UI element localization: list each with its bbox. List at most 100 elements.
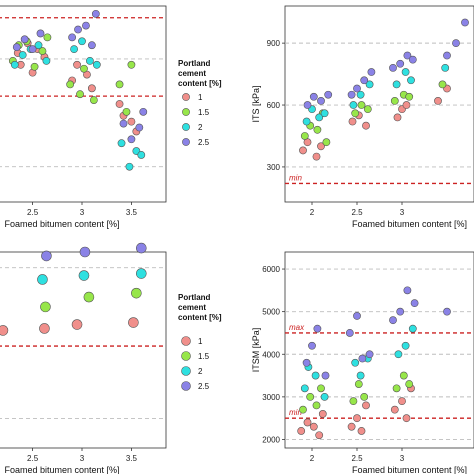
data-point-pc-1	[353, 414, 361, 423]
data-point-pc-1-5	[43, 33, 52, 42]
data-point-pc-2-5	[28, 45, 37, 54]
data-point-pc-1	[347, 422, 356, 431]
data-point-pc-1-5	[360, 392, 369, 401]
data-point-pc-1-5	[40, 301, 51, 313]
x-tick-label: 3	[400, 208, 405, 217]
data-point-pc-2-5	[20, 35, 29, 44]
data-point-pc-2	[18, 51, 27, 59]
data-point-pc-2-5	[410, 299, 419, 308]
legend-label: 1	[198, 93, 203, 102]
data-point-pc-1-5	[38, 47, 47, 55]
data-point-pc-2-5	[139, 107, 148, 116]
x-tick-label: 3	[80, 454, 85, 463]
plot-frame	[284, 5, 474, 203]
legend-label: 2	[198, 123, 203, 132]
data-point-pc-2-5	[87, 41, 96, 50]
data-point-pc-2-5	[443, 51, 451, 60]
plot-frame	[0, 5, 167, 203]
data-point-pc-2-5	[127, 135, 136, 144]
data-point-pc-1	[128, 317, 139, 328]
data-point-pc-2	[407, 76, 415, 85]
data-point-pc-2-5	[389, 316, 397, 325]
data-point-pc-2-5	[36, 29, 45, 38]
data-point-pc-2	[42, 56, 51, 65]
legend-title-line2: cement	[178, 69, 206, 78]
x-tick-label: 2.5	[27, 208, 39, 217]
legend-top: Portland cement content [%] 1 1.5 2 2.5	[178, 59, 222, 147]
data-point-pc-2	[392, 80, 401, 89]
legend-marker	[181, 351, 191, 361]
data-point-pc-1-5	[299, 405, 307, 414]
data-point-pc-2	[37, 274, 48, 285]
x-tick-label: 3.5	[126, 454, 138, 463]
data-point-pc-2-5	[452, 39, 460, 48]
legend-label: 1.5	[198, 352, 210, 361]
legend-marker	[182, 108, 190, 116]
data-point-pc-2-5	[347, 90, 356, 99]
y-tick-label: 2000	[262, 435, 280, 444]
data-point-pc-1	[315, 431, 324, 440]
x-tick-label: 3.5	[126, 208, 138, 217]
x-axis-label: Foamed bitumen content [%]	[352, 465, 467, 474]
data-point-pc-2-5	[308, 341, 316, 350]
x-tick-label: 3	[80, 208, 85, 217]
y-tick-label: 600	[267, 101, 281, 110]
data-point-pc-2-5	[321, 371, 330, 380]
y-axis-label: ITSM [kPa]	[251, 328, 261, 373]
x-tick-label: 2	[310, 454, 315, 463]
x-tick-label: 2.5	[27, 454, 39, 463]
y-tick-label: 300	[267, 163, 281, 172]
data-point-pc-2-5	[443, 307, 451, 316]
data-point-pc-1-5	[115, 80, 124, 89]
data-point-pc-2	[10, 60, 19, 69]
data-point-pc-2	[408, 324, 417, 333]
data-point-pc-2	[401, 341, 410, 350]
data-point-pc-2-5	[12, 43, 21, 52]
limit-label-max: max	[289, 323, 305, 332]
data-point-pc-2	[300, 384, 309, 393]
data-point-pc-1-5	[357, 101, 366, 109]
data-point-pc-2-5	[119, 119, 128, 128]
data-point-pc-1-5	[83, 291, 95, 303]
legend-marker	[182, 93, 190, 101]
data-point-pc-2	[302, 117, 311, 126]
data-point-pc-1-5	[122, 107, 131, 116]
data-point-pc-1	[317, 142, 325, 151]
data-point-pc-2	[351, 358, 360, 367]
x-axis-label: Foamed bitumen content [%]	[4, 219, 119, 229]
data-point-pc-2	[349, 101, 358, 109]
data-point-pc-2	[394, 350, 403, 359]
y-axis-label: ITS [kPa]	[251, 85, 261, 122]
legend-bottom: Portland cement content [%] 1 1.5 2 2.5	[178, 293, 222, 391]
limit-label-min: min	[289, 408, 302, 417]
data-point-pc-1	[434, 97, 442, 105]
data-point-pc-2-5	[91, 9, 100, 18]
data-point-pc-2	[92, 60, 101, 69]
data-point-pc-2-5	[396, 59, 405, 68]
data-point-pc-2-5	[365, 350, 374, 359]
data-point-pc-1	[398, 397, 406, 406]
legend-label: 1	[198, 337, 203, 346]
data-point-pc-2-5	[408, 55, 417, 64]
legend-title-line3: content [%]	[178, 79, 222, 88]
data-point-pc-2	[135, 268, 147, 279]
data-point-pc-1-5	[351, 109, 360, 118]
data-point-pc-1-5	[313, 125, 322, 134]
data-point-pc-1-5	[354, 380, 363, 388]
data-point-pc-2-5	[403, 51, 412, 60]
data-point-pc-2-5	[389, 63, 397, 72]
data-point-pc-2-5	[396, 307, 405, 316]
data-point-pc-2-5	[345, 329, 354, 337]
data-point-pc-2-5	[135, 242, 147, 254]
x-tick-label: 2	[310, 208, 315, 217]
data-point-pc-2	[365, 80, 374, 89]
legend-marker	[182, 123, 190, 131]
data-point-pc-1	[309, 422, 318, 431]
x-tick-label: 2.5	[351, 208, 363, 217]
legend-marker	[181, 381, 191, 391]
panel-top-right: min 2 2.5 3 300 600 900 Foamed bitumen content …	[251, 5, 474, 229]
panel-bottom-right: max min 2 2.5 3 2000 3000 4000 5000 6000 Foamed bi…	[251, 251, 474, 474]
x-axis-label: Foamed bitumen content [%]	[4, 465, 119, 474]
data-point-pc-1	[127, 117, 136, 126]
data-point-pc-2	[117, 139, 126, 148]
